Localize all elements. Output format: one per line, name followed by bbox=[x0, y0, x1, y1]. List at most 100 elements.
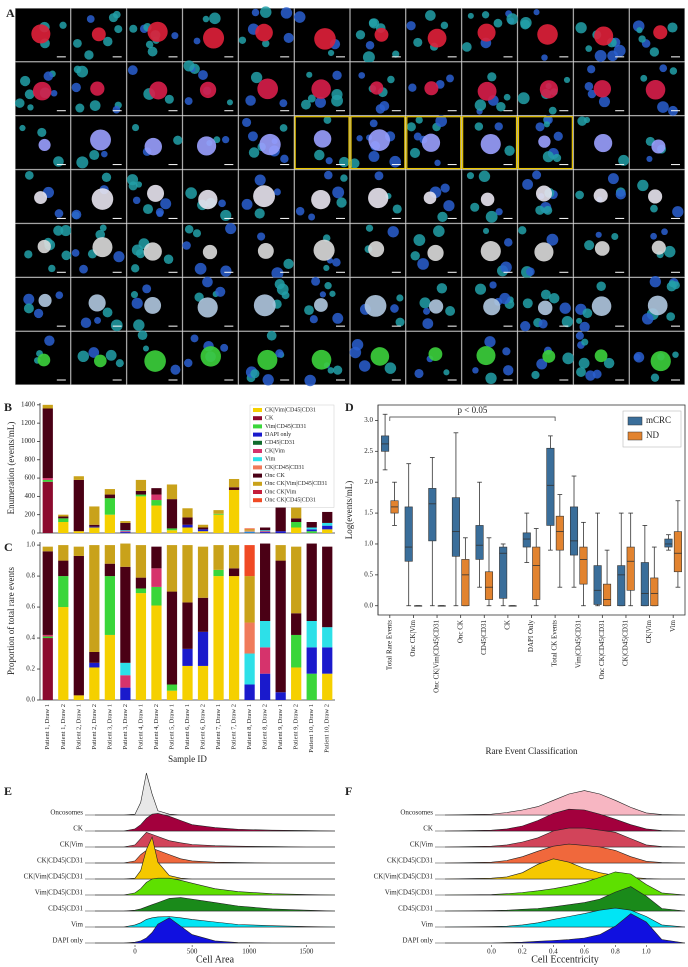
cell bbox=[323, 264, 330, 272]
cell bbox=[587, 89, 597, 99]
bar-segment bbox=[151, 500, 162, 506]
bar-segment bbox=[166, 545, 178, 592]
cell bbox=[137, 330, 148, 340]
cell bbox=[194, 262, 207, 275]
cell bbox=[536, 358, 548, 370]
cell bbox=[598, 96, 611, 108]
box bbox=[461, 559, 470, 607]
cell bbox=[585, 45, 593, 52]
box bbox=[475, 525, 484, 560]
cell bbox=[607, 50, 618, 62]
cell bbox=[496, 101, 506, 112]
legend-label: Onc CK bbox=[265, 473, 285, 479]
bar-segment bbox=[166, 591, 178, 685]
target-cell bbox=[257, 243, 274, 259]
cell bbox=[254, 174, 266, 186]
target-cell bbox=[538, 135, 551, 148]
cell bbox=[387, 75, 395, 84]
density-ridge bbox=[95, 917, 335, 944]
cell bbox=[494, 122, 503, 131]
bar-segment bbox=[135, 496, 147, 533]
target-cell bbox=[542, 349, 556, 363]
bar-segment bbox=[120, 566, 131, 663]
bar-segment bbox=[42, 408, 53, 479]
row-label: CK|CD45|CD31 bbox=[37, 857, 83, 865]
cell bbox=[415, 116, 423, 124]
y-tick-label: 1.0 bbox=[364, 540, 373, 548]
y-tick-label: 600 bbox=[25, 474, 36, 482]
row-label: Oncosomes bbox=[400, 809, 433, 817]
box bbox=[522, 532, 531, 548]
legend-label: Vim bbox=[265, 457, 276, 463]
cell bbox=[395, 317, 405, 327]
x-axis-label: Cell Area bbox=[196, 954, 235, 965]
cell bbox=[533, 9, 540, 16]
target-cell bbox=[477, 81, 497, 101]
cell bbox=[332, 186, 345, 199]
target-cell bbox=[593, 80, 612, 98]
y-tick-label: 0.6 bbox=[26, 603, 35, 611]
cell bbox=[413, 234, 426, 246]
bar-segment bbox=[197, 524, 209, 528]
bar-segment bbox=[322, 546, 333, 628]
cell bbox=[324, 170, 333, 180]
y-tick-label: 1.5 bbox=[364, 509, 373, 517]
cell bbox=[55, 291, 64, 299]
cell bbox=[437, 211, 448, 222]
legend-swatch bbox=[253, 481, 262, 486]
legend-label: Onc CK|Vim bbox=[265, 489, 297, 495]
bar-segment bbox=[260, 647, 271, 674]
x-tick-label: 0.2 bbox=[518, 948, 527, 956]
cell bbox=[637, 179, 649, 192]
cell bbox=[661, 228, 668, 236]
cell bbox=[392, 50, 400, 58]
bar-segment bbox=[120, 662, 131, 676]
target-cell bbox=[144, 137, 162, 156]
cell bbox=[280, 154, 289, 164]
cell bbox=[433, 225, 445, 237]
x-tick-label: Total Rare Events bbox=[385, 620, 393, 670]
bar-segment bbox=[197, 531, 209, 533]
cell bbox=[71, 209, 82, 220]
cell bbox=[666, 312, 676, 321]
cell bbox=[306, 71, 313, 78]
y-tick-label: 3.0 bbox=[364, 416, 373, 424]
x-tick-label: Patient 10, Draw 1 bbox=[308, 704, 315, 753]
cell bbox=[493, 18, 503, 28]
cell bbox=[325, 157, 333, 165]
cell bbox=[133, 319, 145, 331]
target-cell bbox=[650, 350, 671, 372]
row-label: Vim bbox=[71, 921, 84, 929]
target-cell bbox=[32, 81, 52, 101]
cell bbox=[443, 369, 450, 376]
cell bbox=[336, 197, 347, 208]
bar-segment bbox=[244, 528, 255, 530]
x-tick-label: Total CK Events bbox=[551, 620, 559, 667]
bar-segment bbox=[306, 543, 317, 621]
target-cell bbox=[477, 23, 496, 42]
cell bbox=[506, 13, 519, 25]
target-cell bbox=[594, 26, 614, 46]
cell bbox=[19, 124, 26, 132]
cell bbox=[548, 106, 557, 115]
bar-segment bbox=[42, 479, 53, 482]
cell bbox=[113, 251, 125, 263]
target-cell bbox=[91, 27, 106, 42]
cell bbox=[307, 94, 316, 103]
legend-swatch bbox=[253, 424, 262, 429]
box bbox=[650, 577, 659, 607]
cell bbox=[142, 345, 149, 352]
target-cell bbox=[38, 138, 51, 152]
legend-swatch bbox=[253, 465, 262, 470]
x-tick-label: 0.6 bbox=[580, 948, 589, 956]
cell bbox=[422, 318, 434, 329]
bar-segment bbox=[197, 665, 209, 700]
bar-segment bbox=[291, 613, 302, 635]
box bbox=[555, 515, 564, 551]
x-tick-label: Patient 2, Draw 1 bbox=[75, 704, 82, 750]
x-tick-label: 1000 bbox=[242, 948, 257, 956]
cell bbox=[522, 178, 534, 190]
row-label: CD45|CD31 bbox=[48, 905, 83, 913]
bar-segment bbox=[104, 514, 115, 533]
cell bbox=[309, 315, 318, 324]
